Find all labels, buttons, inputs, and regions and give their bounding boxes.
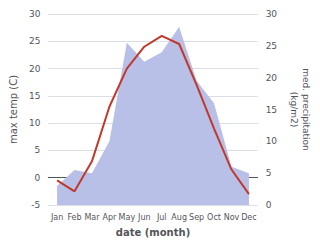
svg-text:Jan: Jan	[50, 213, 63, 222]
svg-text:10: 10	[266, 136, 278, 146]
svg-text:-5: -5	[31, 200, 40, 210]
svg-text:Sep: Sep	[189, 213, 204, 222]
svg-text:Feb: Feb	[67, 213, 81, 222]
svg-text:15: 15	[29, 91, 40, 101]
svg-text:Jun: Jun	[137, 213, 151, 222]
svg-text:med. precipitation: med. precipitation	[301, 68, 311, 150]
svg-text:Apr: Apr	[102, 213, 117, 222]
svg-text:0: 0	[35, 173, 41, 183]
svg-text:max temp (C): max temp (C)	[8, 75, 19, 144]
svg-text:25: 25	[29, 36, 40, 46]
svg-text:30: 30	[266, 9, 278, 19]
svg-text:0: 0	[266, 200, 272, 210]
svg-text:Nov: Nov	[224, 213, 240, 222]
svg-text:Jul: Jul	[156, 213, 167, 222]
svg-text:20: 20	[266, 73, 278, 83]
svg-text:(kg/m2): (kg/m2)	[289, 92, 299, 127]
svg-text:25: 25	[266, 41, 277, 51]
svg-text:date (month): date (month)	[116, 227, 190, 238]
svg-text:10: 10	[29, 118, 41, 128]
svg-text:15: 15	[266, 105, 277, 115]
svg-text:30: 30	[29, 9, 41, 19]
svg-text:Mar: Mar	[84, 213, 100, 222]
svg-text:Aug: Aug	[171, 213, 187, 222]
svg-text:Oct: Oct	[207, 213, 221, 222]
svg-text:Dec: Dec	[241, 213, 256, 222]
svg-text:20: 20	[29, 64, 41, 74]
svg-text:May: May	[119, 213, 136, 222]
svg-text:5: 5	[35, 145, 41, 155]
svg-text:5: 5	[266, 168, 272, 178]
